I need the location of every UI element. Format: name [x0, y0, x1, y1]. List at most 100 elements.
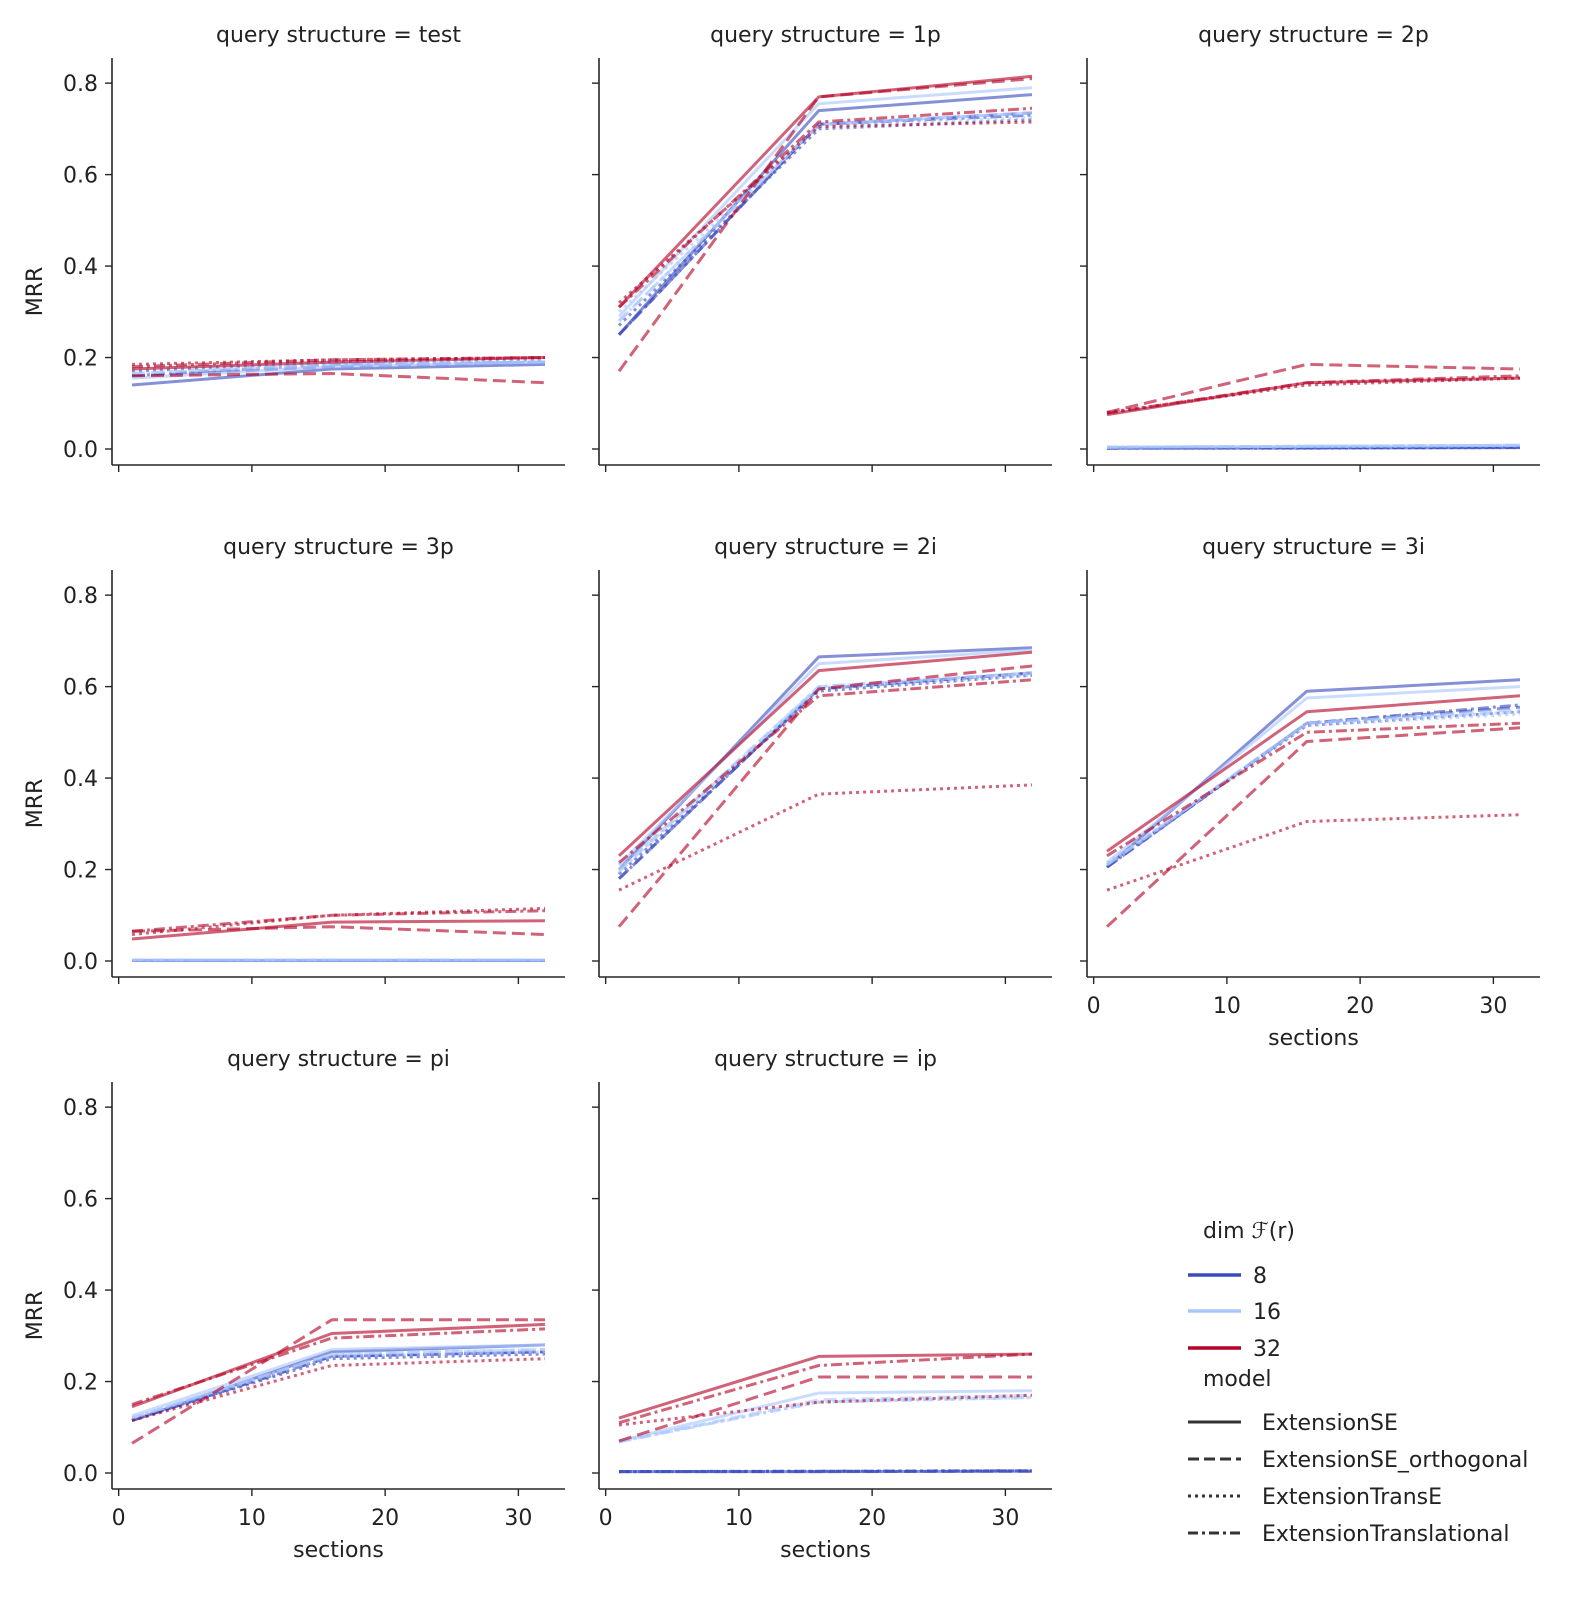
series-line-dim32-ExtensionSE_orthogonal — [131, 372, 546, 385]
series-line-dim32-ExtensionSE_orthogonal — [618, 1375, 1032, 1443]
panel-title: query structure = 3i — [1202, 535, 1425, 560]
y-tick-label: 0.6 — [63, 1188, 98, 1213]
series-line-dim32-ExtensionTranslational — [1106, 721, 1521, 858]
series-line-dim32-ExtensionTranslational — [618, 678, 1033, 864]
series-line-dim32-ExtensionTransE — [131, 1357, 546, 1422]
y-tick-label: 0.2 — [63, 859, 98, 884]
panel-3: query structure = 3p 0.0 0.2 0.4 0.6 0.8 MRR — [23, 535, 565, 984]
legend-hue-label-8: 8 — [1253, 1264, 1267, 1289]
series-group — [617, 74, 1033, 373]
series-line-dim32-ExtensionSE — [131, 919, 546, 941]
series-line-dim16-ExtensionTranslational — [617, 671, 1033, 873]
series-line-dim16-ExtensionTransE — [131, 1350, 546, 1420]
series-line-dim8-ExtensionTransE — [617, 118, 1033, 327]
y-tick-label: 0.0 — [63, 1462, 98, 1487]
series-line-dim8-ExtensionTranslational — [617, 113, 1033, 336]
series-line-dim32-ExtensionTransE — [618, 1393, 1033, 1427]
legend-style-title: model — [1203, 1367, 1272, 1392]
legend-hue-label-32: 32 — [1253, 1337, 1281, 1362]
panel-0: query structure = test 0.0 0.2 0.4 0.6 0.8 MRR — [23, 23, 565, 472]
x-tick-label: 0 — [1087, 994, 1101, 1019]
y-tick-label: 0.4 — [63, 767, 98, 792]
series-line-dim8-ExtensionSE_orthogonal — [617, 111, 1033, 336]
x-tick-label: 30 — [1479, 994, 1507, 1019]
panels: query structure = test 0.0 0.2 0.4 0.6 0.8 MRR… — [23, 23, 1540, 1563]
x-tick-label: 30 — [991, 1506, 1019, 1531]
series-line-dim32-ExtensionSE_orthogonal — [617, 664, 1033, 928]
series-line-dim32-ExtensionSE — [1106, 694, 1521, 853]
series-line-dim16-ExtensionTranslational — [617, 111, 1033, 322]
series-group — [131, 356, 546, 387]
y-tick-label: 0.8 — [63, 1096, 98, 1121]
series-line-dim32-ExtensionTransE — [1106, 813, 1521, 892]
panel-1: query structure = 1p — [592, 23, 1052, 472]
series-line-dim8-ExtensionSE — [617, 93, 1033, 336]
series-line-dim32-ExtensionTranslational — [617, 106, 1033, 309]
series-line-dim32-ExtensionTranslational — [131, 1327, 546, 1406]
series-line-dim16-ExtensionTransE — [617, 115, 1033, 313]
y-tick-label: 0.6 — [63, 164, 98, 189]
series-line-dim8-ExtensionTranslational — [131, 1350, 546, 1422]
series-line-dim16-ExtensionTranslational — [131, 1348, 546, 1420]
series-line-dim32-ExtensionTranslational — [131, 356, 546, 369]
x-tick-label: 20 — [858, 1506, 886, 1531]
series-group — [1106, 362, 1521, 450]
x-axis-label: sections — [1268, 1026, 1359, 1051]
series-line-dim8-ExtensionTranslational — [618, 1469, 1033, 1474]
panel-title: query structure = 2p — [1198, 23, 1429, 48]
series-line-dim8-ExtensionSE_orthogonal — [617, 671, 1033, 880]
series-line-dim32-ExtensionSE — [617, 650, 1033, 857]
series-line-dim16-ExtensionTranslational — [1106, 443, 1521, 449]
series-line-dim32-ExtensionSE_orthogonal — [1106, 362, 1521, 414]
y-tick-label: 0.4 — [63, 1279, 98, 1304]
x-tick-label: 20 — [1346, 994, 1374, 1019]
legend-style-label-dotted: ExtensionTransE — [1262, 1485, 1442, 1510]
series-group — [1105, 678, 1521, 928]
series-line-dim32-ExtensionTransE — [1106, 376, 1521, 414]
x-tick-label: 20 — [371, 1506, 399, 1531]
series-line-dim16-ExtensionTransE — [618, 1396, 1033, 1443]
series-line-dim32-ExtensionSE_orthogonal — [617, 77, 1033, 373]
y-tick-label: 0.8 — [63, 584, 98, 609]
series-line-dim32-ExtensionSE — [618, 1352, 1033, 1420]
legend-style-label-dashdot: ExtensionTranslational — [1262, 1522, 1509, 1547]
x-tick-label: 10 — [238, 1506, 266, 1531]
series-line-dim32-ExtensionTranslational — [1106, 374, 1521, 415]
y-axis-label: MRR — [23, 779, 48, 829]
y-tick-label: 0.0 — [63, 438, 98, 463]
series-group — [131, 1318, 546, 1445]
panel-4: query structure = 2i — [592, 535, 1052, 984]
panel-title: query structure = ip — [714, 1047, 937, 1072]
series-line-dim16-ExtensionTranslational — [131, 360, 546, 375]
x-tick-label: 0 — [599, 1506, 613, 1531]
panel-title: query structure = 1p — [710, 23, 941, 48]
series-group — [617, 646, 1033, 928]
y-tick-label: 0.8 — [63, 72, 98, 97]
y-tick-label: 0.2 — [63, 347, 98, 372]
series-line-dim32-ExtensionTransE — [618, 120, 1033, 304]
panel-title: query structure = 3p — [223, 535, 454, 560]
series-line-dim32-ExtensionTranslational — [618, 1352, 1033, 1425]
series-line-dim16-ExtensionTransE — [617, 673, 1033, 871]
series-line-dim32-ExtensionSE_orthogonal — [1105, 726, 1521, 928]
series-line-dim8-ExtensionTranslational — [617, 671, 1033, 880]
y-axis-label: MRR — [23, 1291, 48, 1341]
series-line-dim8-ExtensionTransE — [1106, 710, 1521, 867]
legend-style-label-solid: ExtensionSE — [1262, 1411, 1398, 1436]
series-line-dim16-ExtensionTransE — [1106, 712, 1521, 864]
panel-7: query structure = ip 0 10 20 30 sections — [592, 1047, 1052, 1563]
x-tick-label: 10 — [1213, 994, 1241, 1019]
series-line-dim32-ExtensionSE — [617, 74, 1033, 309]
y-tick-label: 0.0 — [63, 950, 98, 975]
panel-title: query structure = 2i — [714, 535, 937, 560]
series-line-dim16-ExtensionTranslational — [1106, 710, 1521, 867]
series-line-dim16-ExtensionSE_orthogonal — [617, 671, 1033, 871]
x-tick-label: 30 — [504, 1506, 532, 1531]
x-tick-label: 0 — [112, 1506, 126, 1531]
legend-style-label-dashed: ExtensionSE_orthogonal — [1262, 1448, 1528, 1473]
series-line-dim16-ExtensionSE_orthogonal — [617, 111, 1033, 322]
series-line-dim8-ExtensionTranslational — [1106, 703, 1521, 869]
panel-6: query structure = pi 0.0 0.2 0.4 0.6 0.8 0 10 20… — [23, 1047, 565, 1563]
series-line-dim32-ExtensionSE_orthogonal — [131, 925, 546, 936]
series-line-dim32-ExtensionTranslational — [131, 909, 546, 933]
